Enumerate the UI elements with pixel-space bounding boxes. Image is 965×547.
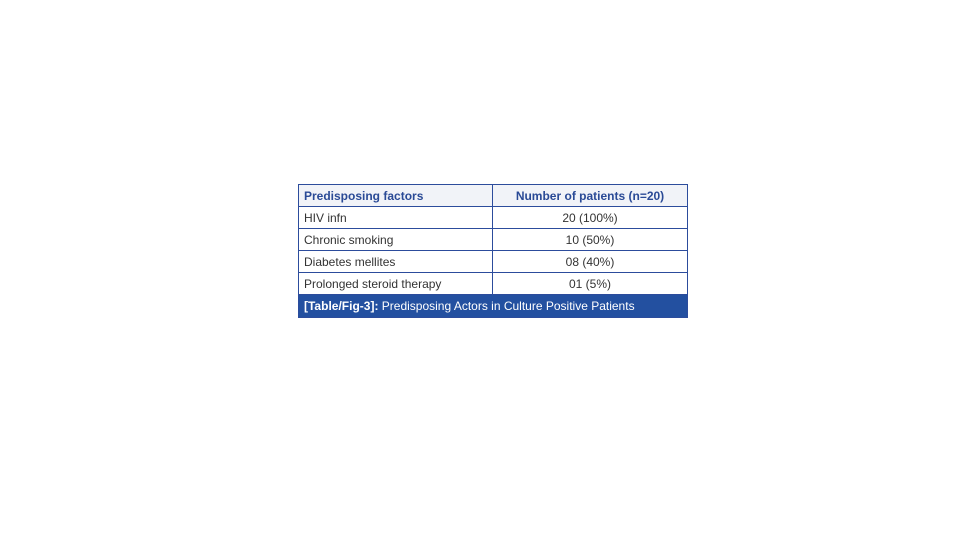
table-caption: [Table/Fig-3]: Predisposing Actors in Cu… [298,295,688,318]
column-header: Predisposing factors [298,184,493,207]
table-cell: 08 (40%) [492,250,688,273]
table-row: Diabetes mellites 08 (40%) [298,250,688,273]
table-row: Prolonged steroid therapy 01 (5%) [298,272,688,295]
table-cell: 10 (50%) [492,228,688,251]
table-cell: Diabetes mellites [298,250,493,273]
column-header: Number of patients (n=20) [492,184,688,207]
table-header-row: Predisposing factors Number of patients … [298,184,688,207]
table-cell: Prolonged steroid therapy [298,272,493,295]
predisposing-factors-table: Predisposing factors Number of patients … [298,184,688,295]
caption-text: Predisposing Actors in Culture Positive … [378,299,635,313]
caption-label: [Table/Fig-3]: [304,299,379,313]
table-figure: Predisposing factors Number of patients … [298,184,688,318]
table-row: HIV infn 20 (100%) [298,206,688,229]
table-cell: 20 (100%) [492,206,688,229]
table-cell: 01 (5%) [492,272,688,295]
table-cell: HIV infn [298,206,493,229]
table-cell: Chronic smoking [298,228,493,251]
table-row: Chronic smoking 10 (50%) [298,228,688,251]
